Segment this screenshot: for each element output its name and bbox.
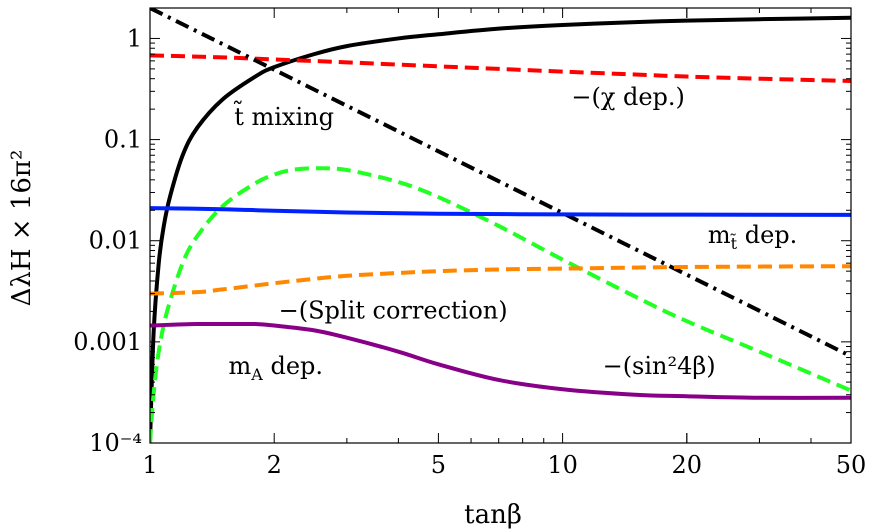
x-axis-label: tanβ [464,500,522,529]
annotation-1: t̃ mixing [234,100,334,131]
series-line-6 [150,264,851,296]
annotation-3: mt̃ dep. [708,221,797,253]
annotation-layer: t̃ mixing −(χ dep.) mt̃ dep. −(Split correc… [229,83,798,384]
annotation-5: −(sin²4β) [603,352,716,380]
axis-layer: 1 2 5 10 20 50 10⁻⁴ 0.001 0.01 0.1 1 [73,7,867,479]
y-tick-label: 0.1 [104,126,142,154]
x-tick-label: 10 [547,451,578,479]
x-tick-label: 5 [431,451,446,479]
series-line-4 [150,166,851,443]
series-layer [150,8,851,443]
series-line-5 [150,206,851,217]
x-tick-label: 1 [142,451,157,479]
y-tick-label: 0.01 [89,227,142,255]
annotation-6: mA dep. [229,352,324,384]
y-axis-label: ΔλH × 16π² [7,150,37,307]
y-tick-label: 0.001 [73,328,142,356]
y-tick-label: 1 [127,24,142,52]
x-tick-label: 50 [836,451,867,479]
x-tick-label: 2 [267,451,282,479]
annotation-2: −(χ dep.) [571,83,685,111]
x-tick-label: 20 [672,451,703,479]
annotation-4: −(Split correction) [279,297,508,325]
series-line-3 [150,8,851,359]
series-line-2 [150,53,851,83]
plot-frame [149,7,852,444]
series-line-7 [150,321,851,400]
series-line-1 [150,15,851,443]
y-tick-label: 10⁻⁴ [89,429,142,457]
